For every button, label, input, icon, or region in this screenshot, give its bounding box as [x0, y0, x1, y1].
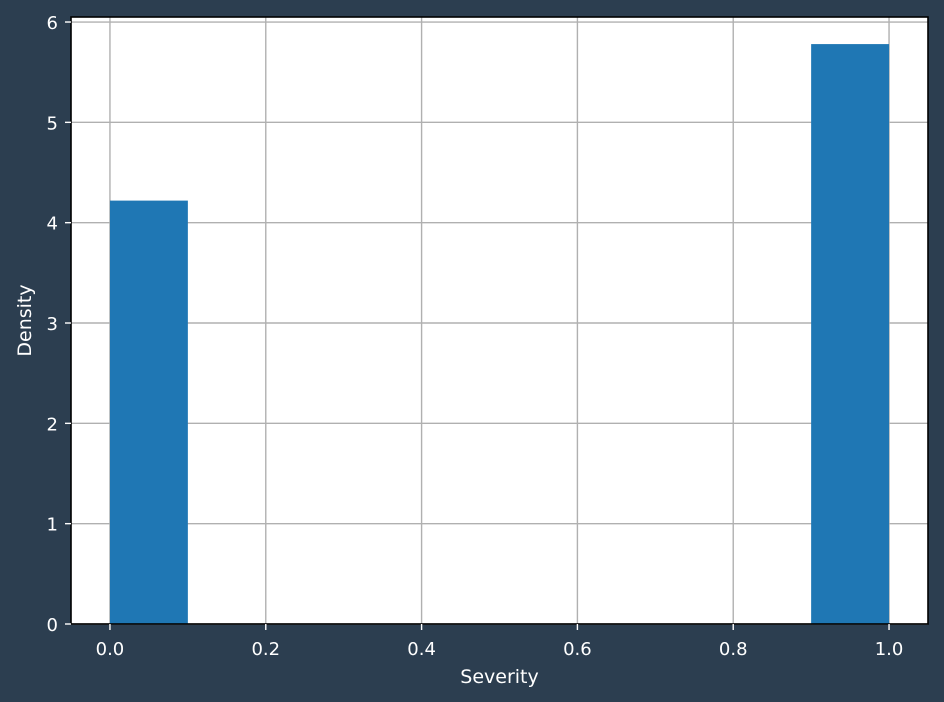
y-tick-label: 1 — [47, 515, 58, 536]
histogram-bar-0 — [109, 200, 188, 624]
y-tick-label: 3 — [47, 314, 58, 335]
y-tick-label: 0 — [47, 615, 58, 636]
x-axis-label: Severity — [460, 666, 538, 688]
axis-ticks: 0.0 0.2 0.4 0.6 0.8 1.0 0 1 2 3 4 5 6 — [47, 13, 904, 660]
y-axis-label: Density — [14, 284, 36, 356]
x-tick-label: 0.0 — [96, 639, 125, 660]
y-tick-label: 2 — [47, 414, 58, 435]
histogram-bars — [109, 44, 890, 625]
y-tick-label: 4 — [47, 214, 58, 235]
y-tick-label: 6 — [47, 13, 58, 34]
x-tick-label: 0.4 — [407, 639, 436, 660]
axes-frame — [70, 16, 929, 625]
histogram-bar-1 — [811, 44, 890, 625]
plot-area — [71, 17, 928, 624]
x-tick-label: 0.2 — [251, 639, 280, 660]
x-tick-label: 0.6 — [563, 639, 592, 660]
x-tick-label: 1.0 — [875, 639, 904, 660]
y-tick-label: 5 — [47, 113, 58, 134]
grid-lines — [71, 17, 928, 625]
x-tick-label: 0.8 — [719, 639, 748, 660]
